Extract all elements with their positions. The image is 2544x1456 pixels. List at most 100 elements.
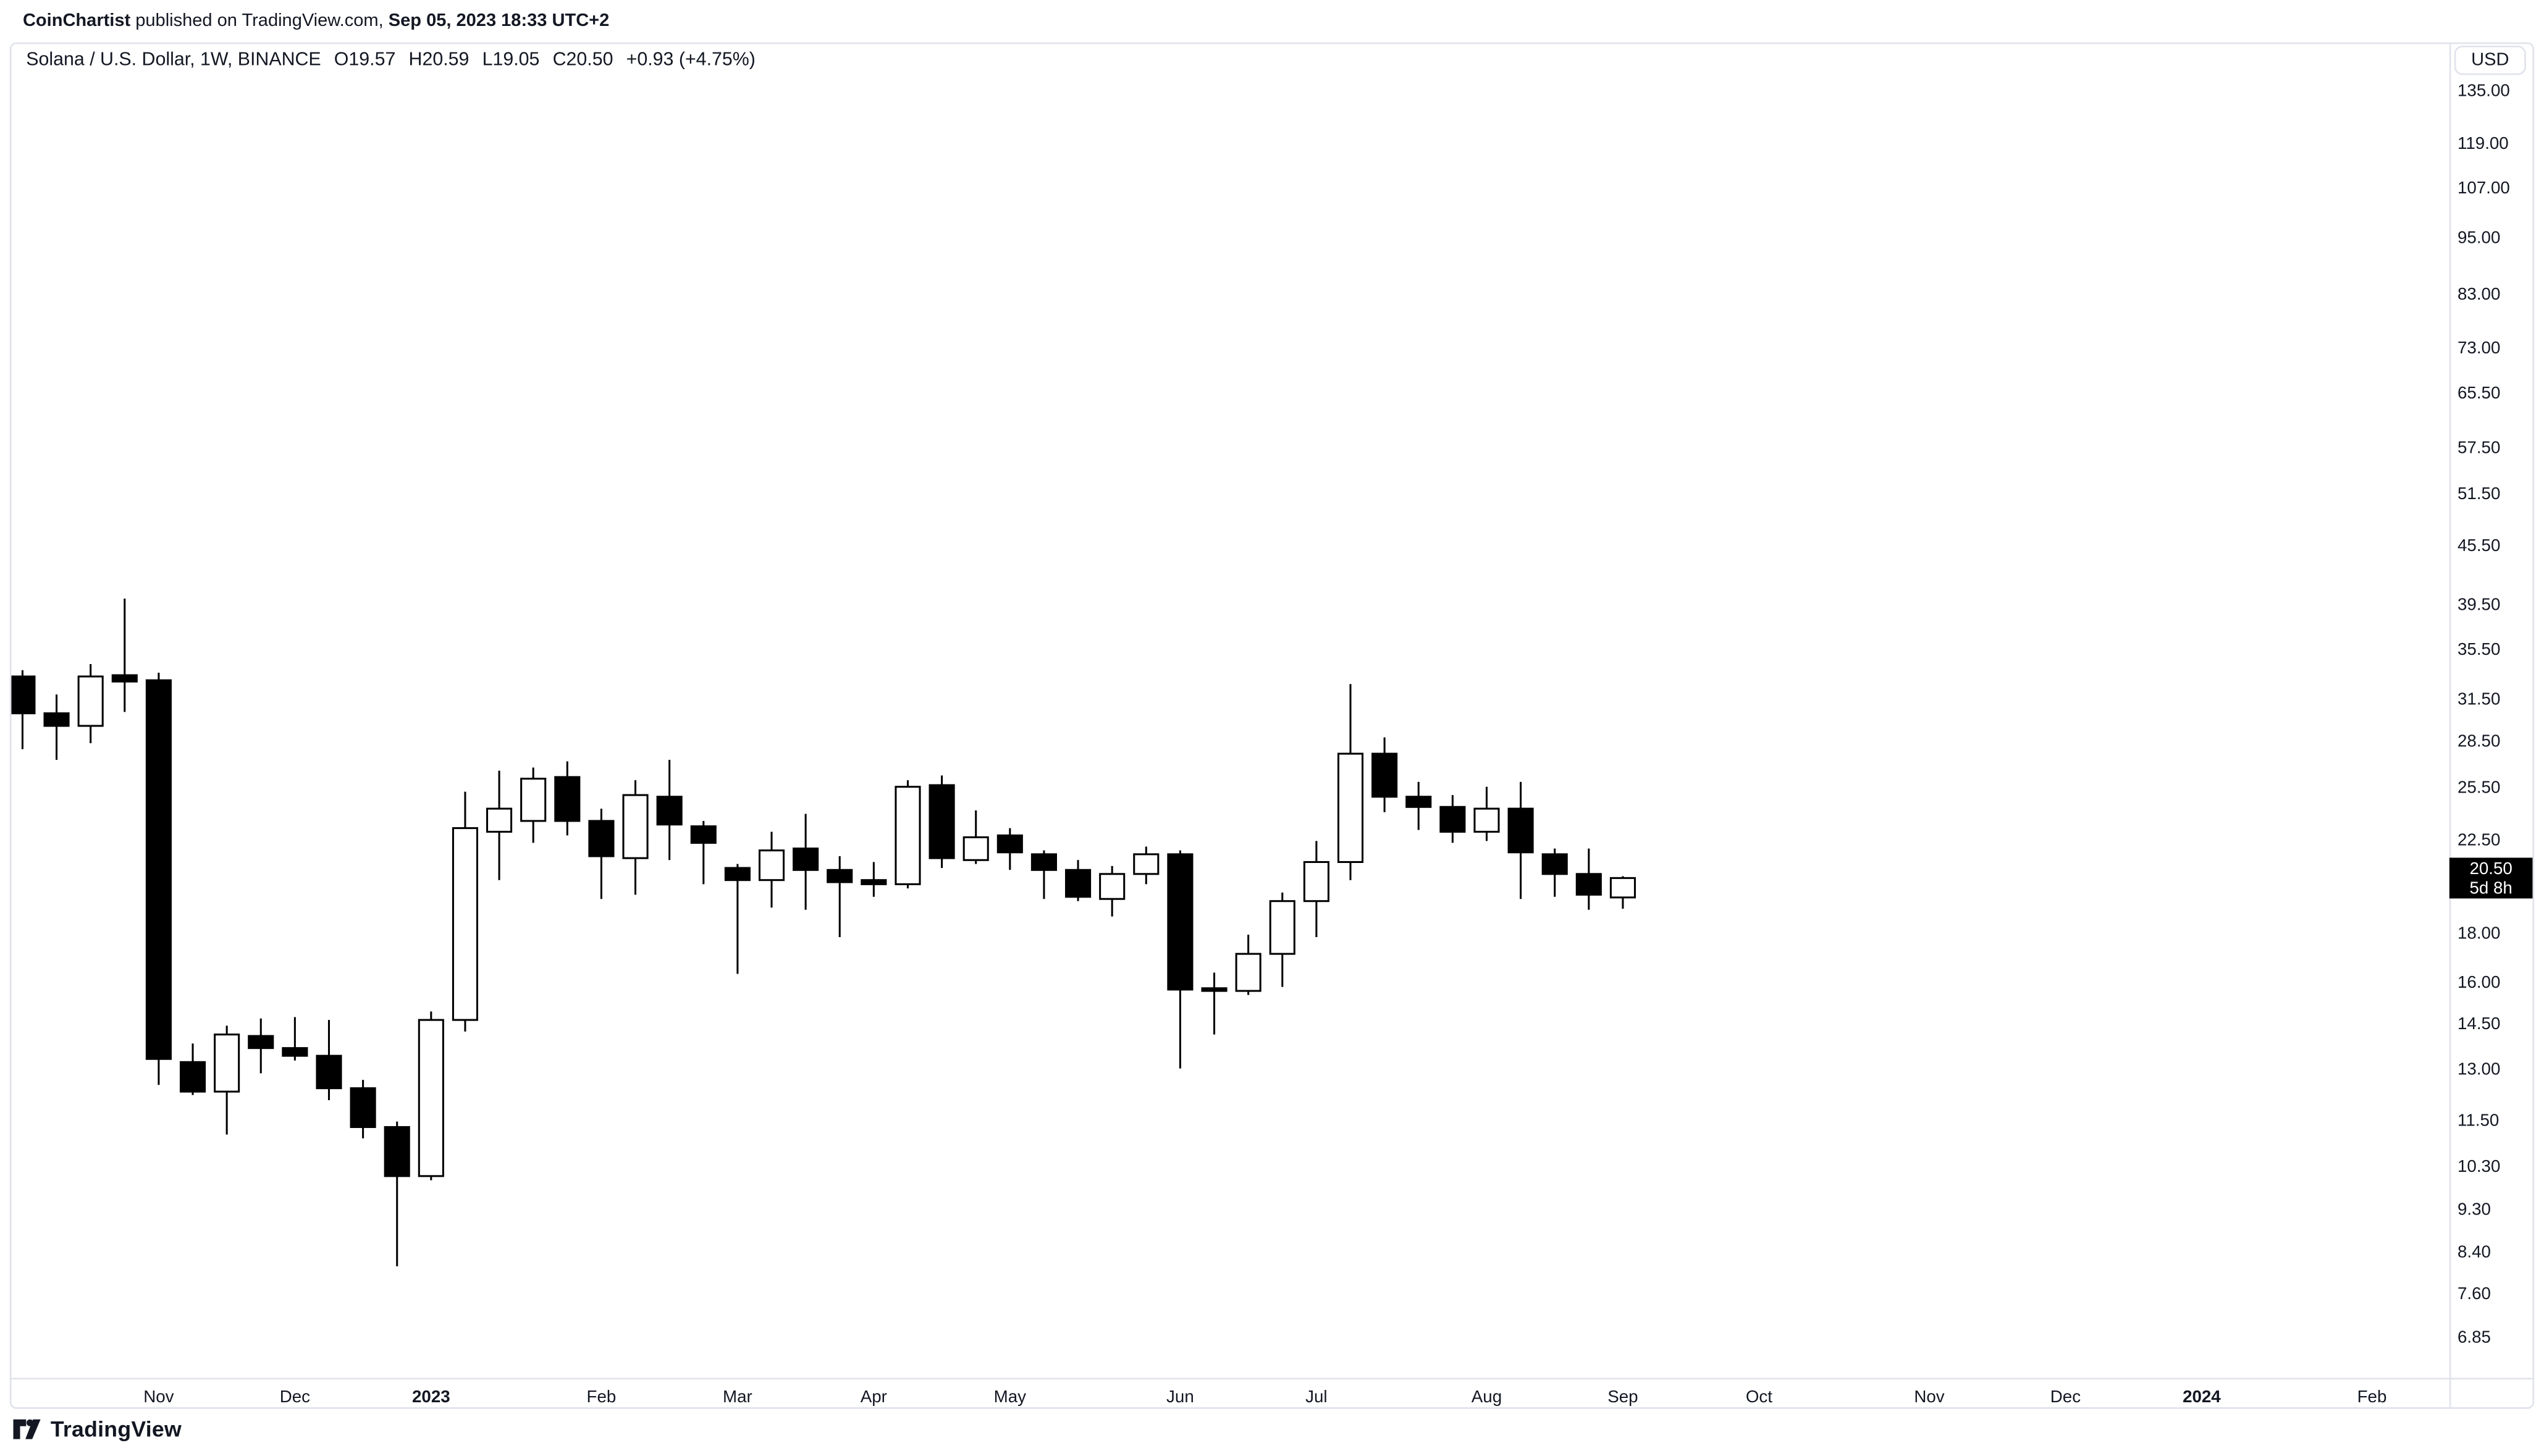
- candle-body: [793, 848, 819, 871]
- candle-body: [350, 1087, 376, 1129]
- candle-body: [1235, 953, 1261, 992]
- time-axis-label: Jul: [1305, 1387, 1327, 1406]
- candle-body: [827, 869, 853, 883]
- candle-body: [1099, 873, 1126, 900]
- price-axis-label: 39.50: [2458, 595, 2500, 614]
- price-axis-label: 14.50: [2458, 1014, 2500, 1033]
- legend-high: H20.59: [408, 50, 470, 70]
- price-axis-label: 28.50: [2458, 731, 2500, 750]
- candle-body: [1541, 853, 1568, 875]
- candle-body: [724, 867, 751, 882]
- time-axis-label: Nov: [143, 1387, 174, 1406]
- candle-body: [656, 796, 683, 826]
- legend-change: +0.93 (+4.75%): [626, 50, 756, 70]
- chart-legend[interactable]: Solana / U.S. Dollar, 1W, BINANCE O19.57…: [26, 51, 756, 70]
- bar-countdown: 5d 8h: [2469, 878, 2512, 899]
- candle-body: [214, 1033, 240, 1093]
- legend-symbol[interactable]: Solana / U.S. Dollar, 1W, BINANCE: [26, 50, 321, 70]
- candle-body: [962, 836, 989, 861]
- candle-body: [384, 1126, 410, 1177]
- legend-close: C20.50: [552, 50, 613, 70]
- attribution-middle: published on TradingView.com,: [130, 11, 389, 32]
- time-axis-label: Apr: [861, 1387, 887, 1406]
- candle-body: [77, 675, 104, 727]
- candle-body: [1337, 752, 1364, 863]
- price-axis-label: 7.60: [2458, 1284, 2491, 1303]
- price-axis-label: 8.40: [2458, 1242, 2491, 1261]
- price-axis-label: 22.50: [2458, 830, 2500, 849]
- candle-body: [520, 778, 547, 822]
- time-axis-label: Oct: [1746, 1387, 1772, 1406]
- tradingview-brand-text[interactable]: TradingView: [50, 1416, 182, 1442]
- price-axis-label: 73.00: [2458, 338, 2500, 357]
- candle-body: [452, 827, 478, 1021]
- candle-body: [690, 825, 717, 844]
- price-axis-label: 51.50: [2458, 484, 2500, 503]
- price-axis-label: 9.30: [2458, 1199, 2491, 1218]
- time-axis-label: 2024: [2183, 1387, 2221, 1406]
- price-axis-label: 57.50: [2458, 437, 2500, 457]
- price-axis-label: 95.00: [2458, 228, 2500, 247]
- candle-body: [622, 794, 649, 859]
- candle-body: [1405, 796, 1432, 808]
- price-axis-label: 10.30: [2458, 1156, 2500, 1176]
- last-price-badge: 20.50 5d 8h: [2449, 857, 2533, 899]
- legend-low: L19.05: [482, 50, 540, 70]
- price-axis-label: 13.00: [2458, 1059, 2500, 1079]
- time-axis-label: Sep: [1607, 1387, 1638, 1406]
- price-axis-label: 25.50: [2458, 778, 2500, 797]
- price-axis-label: 18.00: [2458, 923, 2500, 942]
- candle-body: [554, 776, 581, 822]
- candle-body: [179, 1061, 206, 1093]
- price-axis-label: 119.00: [2458, 133, 2509, 153]
- price-axis-label: 65.50: [2458, 383, 2500, 402]
- price-axis-label: 45.50: [2458, 536, 2500, 555]
- candle-body: [861, 879, 887, 885]
- candle-body: [111, 674, 138, 683]
- price-axis-label: 6.85: [2458, 1327, 2491, 1346]
- candle-body: [1303, 861, 1329, 903]
- time-axis-label: Dec: [2050, 1387, 2081, 1406]
- time-axis-label: 2023: [412, 1387, 450, 1406]
- candle-body: [929, 784, 955, 859]
- candle-body: [1030, 853, 1057, 871]
- candle-body: [895, 786, 921, 885]
- price-axis-label: 35.50: [2458, 639, 2500, 659]
- price-axis-label: 31.50: [2458, 689, 2500, 709]
- time-axis-label: Feb: [2357, 1387, 2387, 1406]
- attribution-bar: CoinChartist published on TradingView.co…: [23, 11, 609, 31]
- price-axis-label: 11.50: [2458, 1111, 2499, 1130]
- legend-open: O19.57: [334, 50, 396, 70]
- candle-body: [486, 807, 513, 833]
- currency-toggle-button[interactable]: USD: [2454, 45, 2526, 75]
- price-axis-label: 83.00: [2458, 284, 2500, 303]
- candle-body: [1201, 987, 1228, 992]
- chart-svg[interactable]: 135.00 119.00 107.00 95.00 83.00 73.00 65.50 57…: [11, 44, 2533, 1408]
- candle-body: [1575, 873, 1602, 896]
- candle-body: [43, 712, 70, 727]
- candle-body: [758, 849, 785, 882]
- attribution-author: CoinChartist: [22, 11, 131, 32]
- price-axis-label: 135.00: [2458, 81, 2510, 100]
- tradingview-logo-icon[interactable]: [13, 1419, 41, 1440]
- footer-bar: TradingView: [13, 1416, 182, 1442]
- candle-body: [996, 834, 1023, 854]
- candle-body: [248, 1035, 274, 1050]
- candle-body: [145, 679, 172, 1060]
- candle-body: [1371, 752, 1398, 798]
- candle-body: [1473, 807, 1500, 833]
- chart-card: 135.00 119.00 107.00 95.00 83.00 73.00 65.50 57…: [9, 42, 2535, 1409]
- candle-body: [282, 1047, 308, 1057]
- price-axis-label: 107.00: [2458, 178, 2510, 197]
- time-axis-label: Feb: [587, 1387, 617, 1406]
- candle-body: [316, 1054, 342, 1090]
- last-price-value: 20.50: [2469, 859, 2512, 879]
- candle-body: [1269, 900, 1295, 955]
- candle-body: [1507, 807, 1534, 854]
- candle-body: [418, 1019, 444, 1177]
- time-axis-label: Mar: [723, 1387, 752, 1406]
- candle-body: [1065, 869, 1092, 898]
- attribution-date: Sep 05, 2023 18:33 UTC+2: [388, 11, 610, 32]
- price-axis-label: 16.00: [2458, 972, 2500, 991]
